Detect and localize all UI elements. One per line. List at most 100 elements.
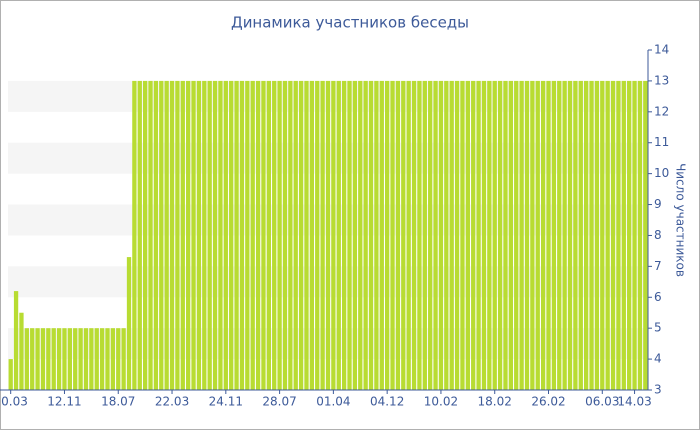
bar <box>277 80 282 390</box>
bar <box>153 80 159 390</box>
bar <box>186 80 191 390</box>
bar <box>175 80 180 390</box>
bar <box>422 80 427 390</box>
bar <box>519 80 524 390</box>
x-tick-label: 10.02 <box>424 395 458 409</box>
bar <box>255 80 261 390</box>
bar <box>390 80 395 390</box>
bar <box>137 80 142 390</box>
bar <box>395 80 401 390</box>
bar <box>266 80 271 390</box>
bar <box>530 80 535 390</box>
bar <box>454 80 460 390</box>
bar <box>444 80 449 390</box>
x-tick-label: 04.12 <box>370 395 404 409</box>
bar <box>282 80 288 390</box>
bar <box>508 80 514 390</box>
x-tick-label: 01.04 <box>316 395 350 409</box>
y-tick-label: 14 <box>654 43 669 57</box>
bar <box>584 80 589 390</box>
bar <box>503 80 508 390</box>
bar <box>13 291 19 390</box>
bar <box>465 80 470 390</box>
bar <box>94 328 99 390</box>
bar <box>621 80 626 390</box>
bar <box>610 80 616 390</box>
bar <box>358 80 363 390</box>
bar <box>347 80 352 390</box>
bar <box>164 80 169 390</box>
bar <box>320 80 325 390</box>
bar <box>336 80 341 390</box>
bar <box>492 80 497 390</box>
x-tick-label: 12.11 <box>47 395 81 409</box>
bar <box>223 80 228 390</box>
bar <box>56 328 62 390</box>
x-tick-label: 10.03 <box>0 395 28 409</box>
bar <box>62 328 67 390</box>
bar <box>578 80 583 390</box>
bar <box>8 359 13 390</box>
bar <box>234 80 239 390</box>
bar <box>540 80 546 390</box>
bar <box>202 80 207 390</box>
bar <box>643 80 648 390</box>
bar <box>368 80 374 390</box>
bar <box>562 80 567 390</box>
bar <box>514 80 519 390</box>
bar <box>191 80 196 390</box>
bar <box>35 328 40 390</box>
bar <box>116 328 121 390</box>
y-tick-label: 8 <box>654 228 662 242</box>
bar <box>546 80 551 390</box>
bar <box>132 80 137 390</box>
x-tick-label: 14.03 <box>617 395 651 409</box>
bar <box>83 328 89 390</box>
bar <box>99 328 105 390</box>
bar <box>627 80 632 390</box>
y-tick-label: 3 <box>654 383 662 397</box>
bar <box>374 80 379 390</box>
bar <box>433 80 438 390</box>
bar <box>573 80 578 390</box>
bar <box>110 328 116 390</box>
bar <box>24 328 29 390</box>
bar <box>272 80 277 390</box>
y-tick-label: 5 <box>654 321 662 335</box>
bar <box>594 80 600 390</box>
bar <box>126 257 132 390</box>
bar <box>229 80 234 390</box>
bar <box>142 80 148 390</box>
x-tick-label: 18.02 <box>478 395 512 409</box>
bar <box>567 80 573 390</box>
bar <box>524 80 530 390</box>
bar <box>315 80 320 390</box>
bar <box>169 80 175 390</box>
bar <box>481 80 487 390</box>
bar <box>196 80 202 390</box>
bar <box>51 328 56 390</box>
bar <box>89 328 94 390</box>
bar <box>551 80 557 390</box>
y-tick-label: 11 <box>654 135 669 149</box>
bar <box>218 80 223 390</box>
bar <box>632 80 637 390</box>
bar <box>449 80 454 390</box>
bar <box>411 80 417 390</box>
bar <box>379 80 384 390</box>
bar <box>428 80 433 390</box>
bar <box>417 80 422 390</box>
bar <box>239 80 245 390</box>
bar <box>460 80 465 390</box>
y-tick-label: 10 <box>654 166 669 180</box>
bar <box>288 80 293 390</box>
x-tick-label: 24.11 <box>209 395 243 409</box>
y-tick-label: 4 <box>654 352 662 366</box>
bar <box>557 80 562 390</box>
bar <box>298 80 304 390</box>
bar <box>605 80 610 390</box>
bar <box>73 328 78 390</box>
bar <box>40 328 46 390</box>
